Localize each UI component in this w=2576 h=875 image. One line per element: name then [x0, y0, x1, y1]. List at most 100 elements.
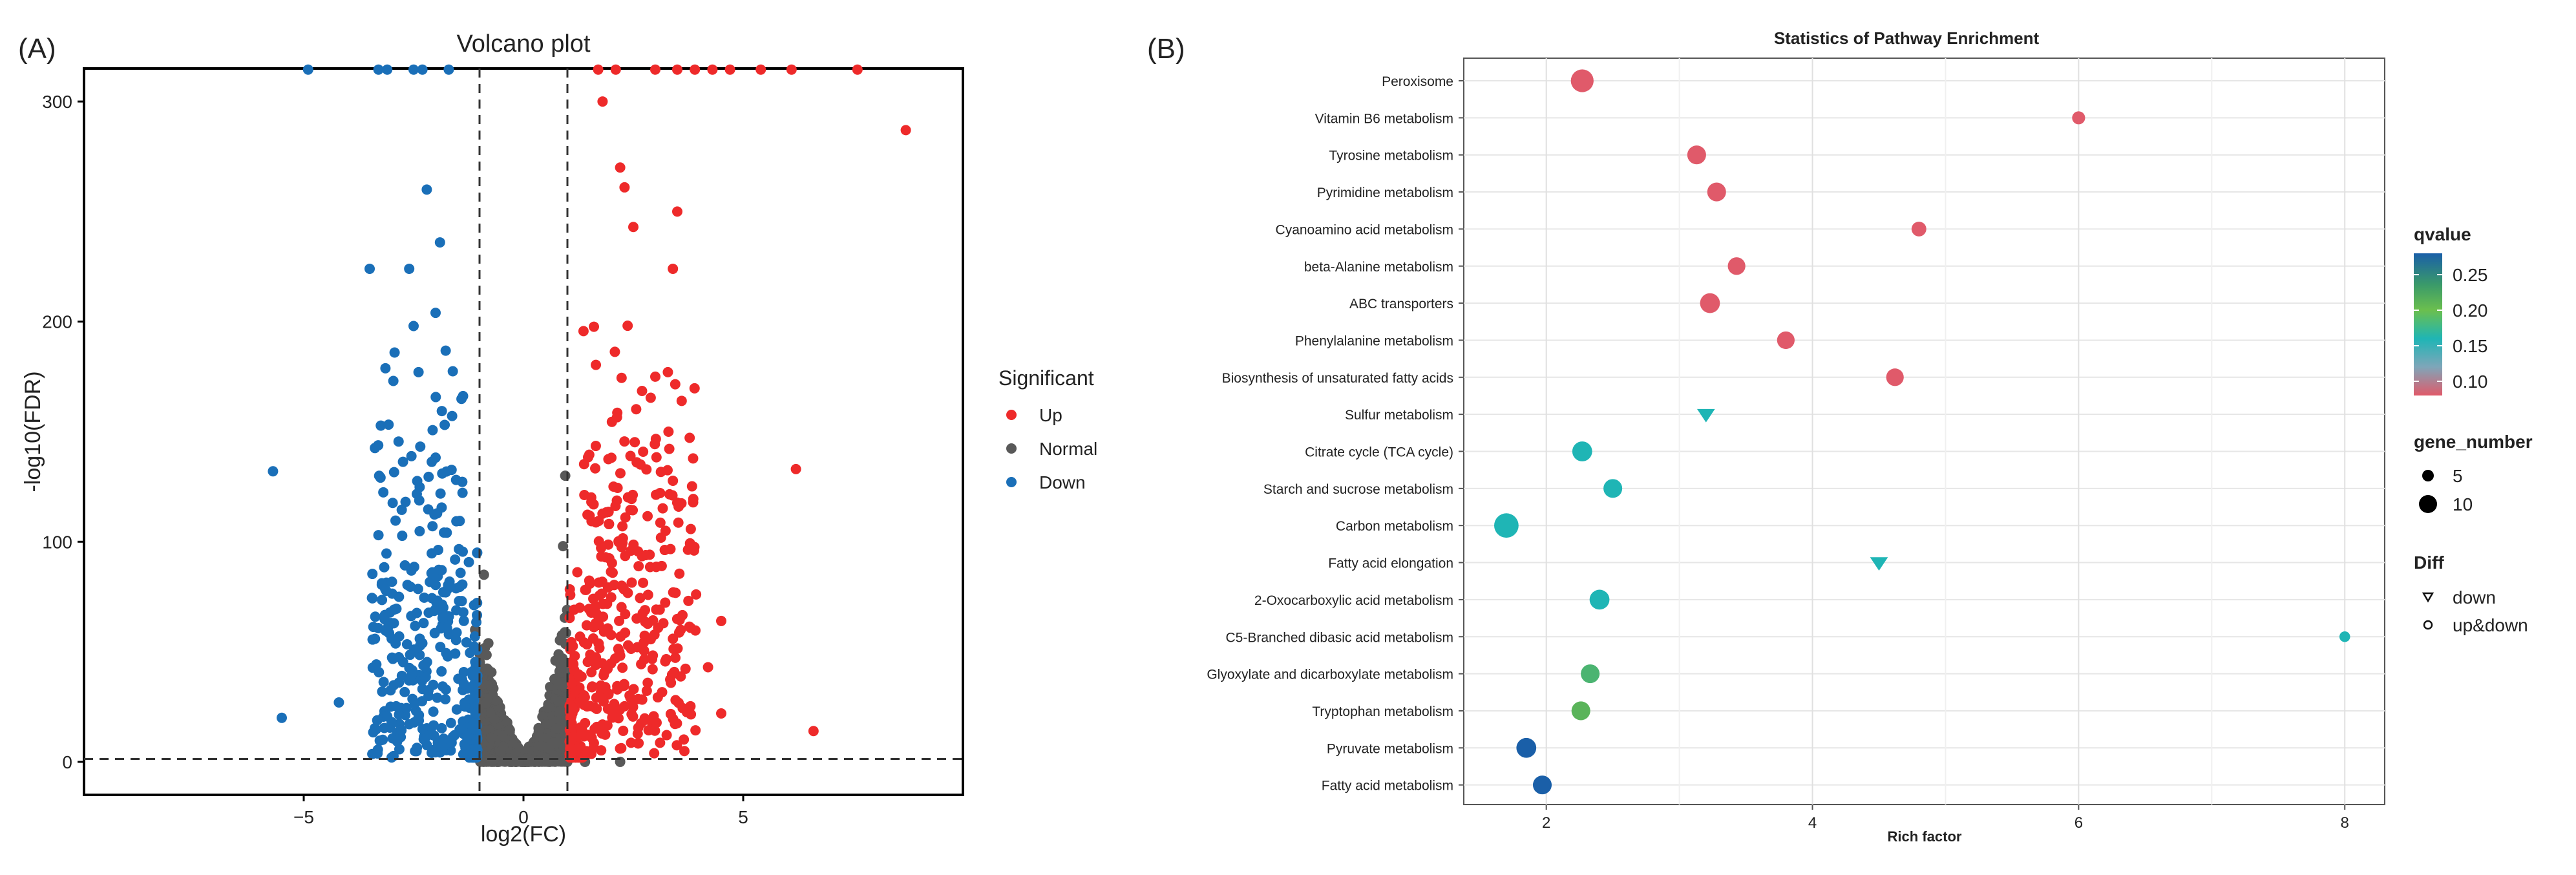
normal-point	[485, 732, 496, 743]
diff-legend: Diff down up&down	[2414, 553, 2528, 635]
up-point	[620, 512, 631, 523]
up-point	[607, 712, 618, 723]
down-point	[436, 722, 447, 733]
pathway-point	[1589, 589, 1610, 610]
up-point	[649, 748, 660, 759]
panel-b-tag: (B)	[1147, 33, 1185, 65]
up-point	[648, 615, 659, 626]
down-point	[375, 420, 386, 431]
up-point	[637, 386, 648, 397]
up-point	[677, 702, 688, 713]
pathway-label: Glyoxylate and dicarboxylate metabolism	[1207, 668, 1453, 682]
up-point	[586, 682, 597, 693]
qvalue-legend: qvalue 0.25 0.20 0.15 0.10	[2414, 224, 2488, 395]
up-point	[679, 734, 690, 745]
up-point	[638, 447, 649, 458]
down-point	[414, 495, 425, 506]
x-tick-label: 0	[518, 807, 529, 827]
pathway-point	[1687, 145, 1706, 165]
up-point	[649, 629, 660, 640]
down-point	[437, 613, 448, 624]
gene-number-legend-title: gene_number	[2414, 432, 2533, 452]
volcano-title: Volcano plot	[456, 30, 590, 58]
down-point	[451, 605, 462, 616]
up-point	[688, 497, 699, 508]
down-point	[372, 748, 383, 759]
up-point	[596, 543, 607, 554]
legend-up-label: Up	[1039, 405, 1062, 425]
up-point	[628, 711, 639, 722]
down-point	[390, 515, 401, 526]
down-point	[469, 631, 480, 642]
down-point	[406, 450, 417, 461]
down-point	[268, 466, 279, 477]
up-point	[808, 726, 819, 737]
up-point	[594, 642, 605, 653]
up-point	[586, 748, 597, 759]
down-point	[470, 689, 481, 700]
up-point	[690, 64, 701, 75]
down-point	[379, 562, 390, 573]
up-point	[755, 64, 766, 75]
down-point	[472, 597, 483, 608]
up-point	[586, 496, 597, 507]
up-point	[606, 452, 617, 463]
down-point	[450, 648, 461, 659]
up-point	[664, 443, 675, 454]
pathway-label: 2-Oxocarboxylic acid metabolism	[1254, 593, 1453, 608]
pathway-label: Pyruvate metabolism	[1327, 741, 1453, 756]
up-point	[617, 533, 628, 544]
up-point	[582, 509, 593, 520]
pathway-label: ABC transporters	[1349, 297, 1453, 311]
normal-point	[478, 569, 489, 580]
down-point	[447, 410, 458, 421]
down-point	[417, 684, 428, 695]
up-point	[684, 432, 695, 443]
legend-updown-circle-icon	[2423, 620, 2433, 630]
up-point	[610, 500, 621, 511]
down-point	[388, 375, 399, 386]
diff-legend-title: Diff	[2414, 553, 2444, 573]
enrichment-title: Statistics of Pathway Enrichment	[1774, 28, 2040, 48]
pathway-label: Pyrimidine metabolism	[1317, 185, 1453, 200]
down-point	[436, 502, 447, 513]
down-point	[370, 611, 381, 622]
pathway-point	[1571, 701, 1590, 721]
down-point	[451, 704, 462, 715]
y-tick-label: 300	[42, 92, 72, 112]
legend-diff-down-label: down	[2453, 587, 2496, 607]
down-point	[423, 471, 434, 482]
down-point	[377, 595, 388, 606]
up-point	[576, 724, 587, 735]
up-point	[610, 64, 621, 75]
up-point	[662, 366, 673, 377]
down-point	[417, 724, 428, 735]
qvalue-color-bar	[2414, 253, 2442, 395]
up-point	[651, 562, 662, 573]
pathway-label: Tryptophan metabolism	[1312, 704, 1453, 719]
up-point	[674, 568, 685, 579]
up-point	[673, 517, 684, 528]
up-point	[690, 625, 701, 636]
normal-point	[556, 662, 567, 673]
normal-point	[549, 737, 560, 748]
volcano-y-axis: 0 100 200 300	[42, 92, 84, 772]
down-point	[373, 64, 384, 75]
down-point	[450, 635, 461, 646]
down-point	[386, 576, 397, 587]
down-point	[439, 419, 450, 430]
pathway-point	[1603, 479, 1623, 498]
up-point	[632, 728, 643, 739]
normal-point	[540, 719, 551, 730]
up-point	[673, 627, 684, 638]
up-point	[659, 545, 670, 556]
up-point	[610, 653, 621, 664]
down-point	[451, 627, 462, 638]
down-point	[432, 692, 443, 703]
up-point	[618, 725, 629, 736]
y-tick-label: 200	[42, 312, 72, 332]
qvalue-ticks: 0.25 0.20 0.15 0.10	[2414, 265, 2488, 392]
up-point	[626, 494, 637, 505]
normal-point	[539, 752, 550, 763]
down-point	[450, 554, 461, 565]
